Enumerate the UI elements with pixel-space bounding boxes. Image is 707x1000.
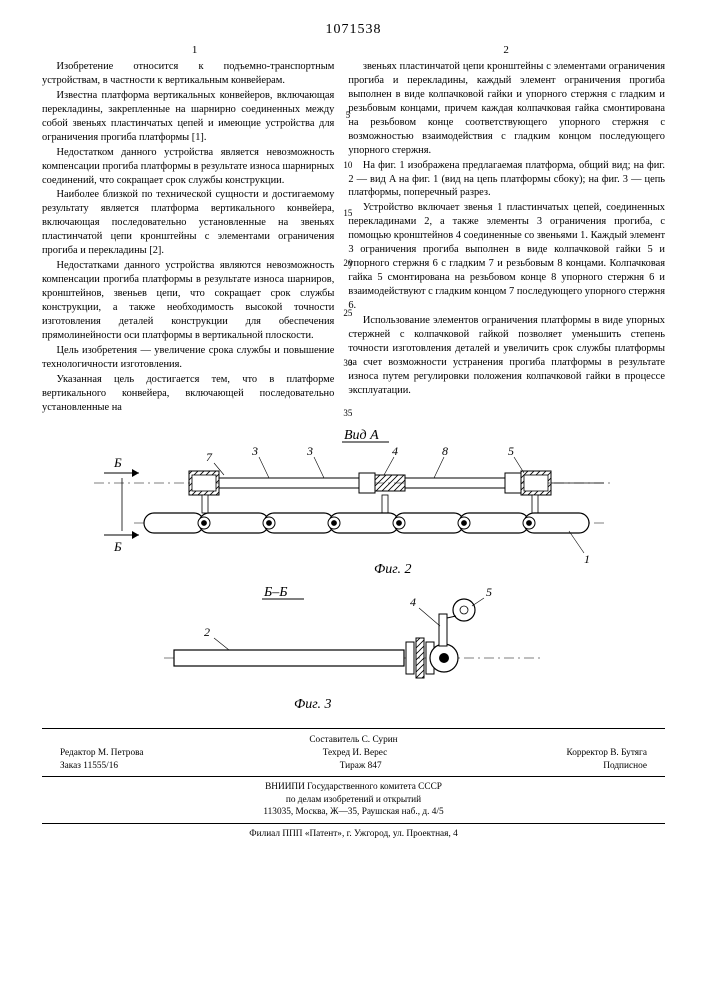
callout-7: 7 bbox=[206, 450, 213, 464]
address-1: 113035, Москва, Ж—35, Раушская наб., д. … bbox=[42, 806, 665, 819]
callout-3: 3 bbox=[251, 444, 258, 458]
callout-4b: 4 bbox=[410, 595, 416, 609]
callout-1: 1 bbox=[584, 552, 590, 566]
section-bb-label: Б–Б bbox=[263, 585, 288, 600]
org-line-1: ВНИИПИ Государственного комитета СССР bbox=[42, 781, 665, 794]
imprint-footer: Составитель С. Сурин Редактор М. Петрова… bbox=[42, 728, 665, 840]
editor: Редактор М. Петрова bbox=[60, 747, 144, 760]
col-number-left: 1 bbox=[42, 44, 347, 56]
para: Ha фиг. 1 изображена предлагаемая платфо… bbox=[348, 159, 665, 201]
section-mark-b-top: Б bbox=[113, 455, 122, 470]
para: Указанная цель достигается тем, что в пл… bbox=[42, 373, 334, 415]
para: Недостатками данного устройства являются… bbox=[42, 259, 334, 343]
techred: Техред И. Верес bbox=[323, 747, 388, 760]
callout-3b: 3 bbox=[306, 444, 313, 458]
para: звеньях пластинчатой цепи кронштейны c э… bbox=[348, 60, 665, 158]
fig2-label: Фиг. 2 bbox=[374, 562, 412, 577]
callout-5b: 5 bbox=[486, 585, 492, 599]
figures-area: Вид A Б Б bbox=[42, 423, 665, 718]
para: Наиболее близкой по технической сущности… bbox=[42, 188, 334, 258]
org-line-2: по делам изобретений и открытий bbox=[42, 794, 665, 807]
order-number: Заказ 11555/16 bbox=[60, 760, 118, 773]
figure-2-svg: Вид A Б Б bbox=[84, 423, 624, 578]
callout-8: 8 bbox=[442, 444, 448, 458]
left-column: Изобретение относится к подъемно-транспо… bbox=[42, 60, 334, 415]
fig3-label: Фиг. 3 bbox=[294, 697, 332, 712]
tirazh: Тираж 847 bbox=[340, 760, 382, 773]
para: Известна платформа вертикальных конвейер… bbox=[42, 89, 334, 145]
callout-4: 4 bbox=[392, 444, 398, 458]
callout-5: 5 bbox=[508, 444, 514, 458]
composed-by: Составитель С. Сурин bbox=[42, 734, 665, 747]
callout-2: 2 bbox=[204, 625, 210, 639]
para: Устройство включает звенья 1 пластинчаты… bbox=[348, 201, 665, 313]
right-column: звеньях пластинчатой цепи кронштейны c э… bbox=[348, 60, 665, 415]
figure-3-svg: Б–Б 5 4 2 bbox=[144, 578, 564, 718]
para: Недостатком данного устройства является … bbox=[42, 146, 334, 188]
corrector: Корректор В. Бутяга bbox=[566, 747, 647, 760]
para: Изобретение относится к подъемно-транспо… bbox=[42, 60, 334, 88]
view-a-label: Вид A bbox=[344, 428, 379, 443]
para: Цель изобретения — увеличение срока служ… bbox=[42, 344, 334, 372]
address-2: Филиал ППП «Патент», г. Ужгород, ул. Про… bbox=[42, 828, 665, 841]
section-mark-b-bottom: Б bbox=[113, 539, 122, 554]
para: Использование элементов ограничения плат… bbox=[348, 314, 665, 398]
column-numbers: 1 2 bbox=[42, 44, 665, 56]
text-columns: Изобретение относится к подъемно-транспо… bbox=[42, 60, 665, 415]
page: 1071538 1 2 Изобретение относится к подъ… bbox=[0, 0, 707, 858]
subscription: Подписное bbox=[603, 760, 647, 773]
col-number-right: 2 bbox=[347, 44, 665, 56]
document-number: 1071538 bbox=[42, 22, 665, 38]
